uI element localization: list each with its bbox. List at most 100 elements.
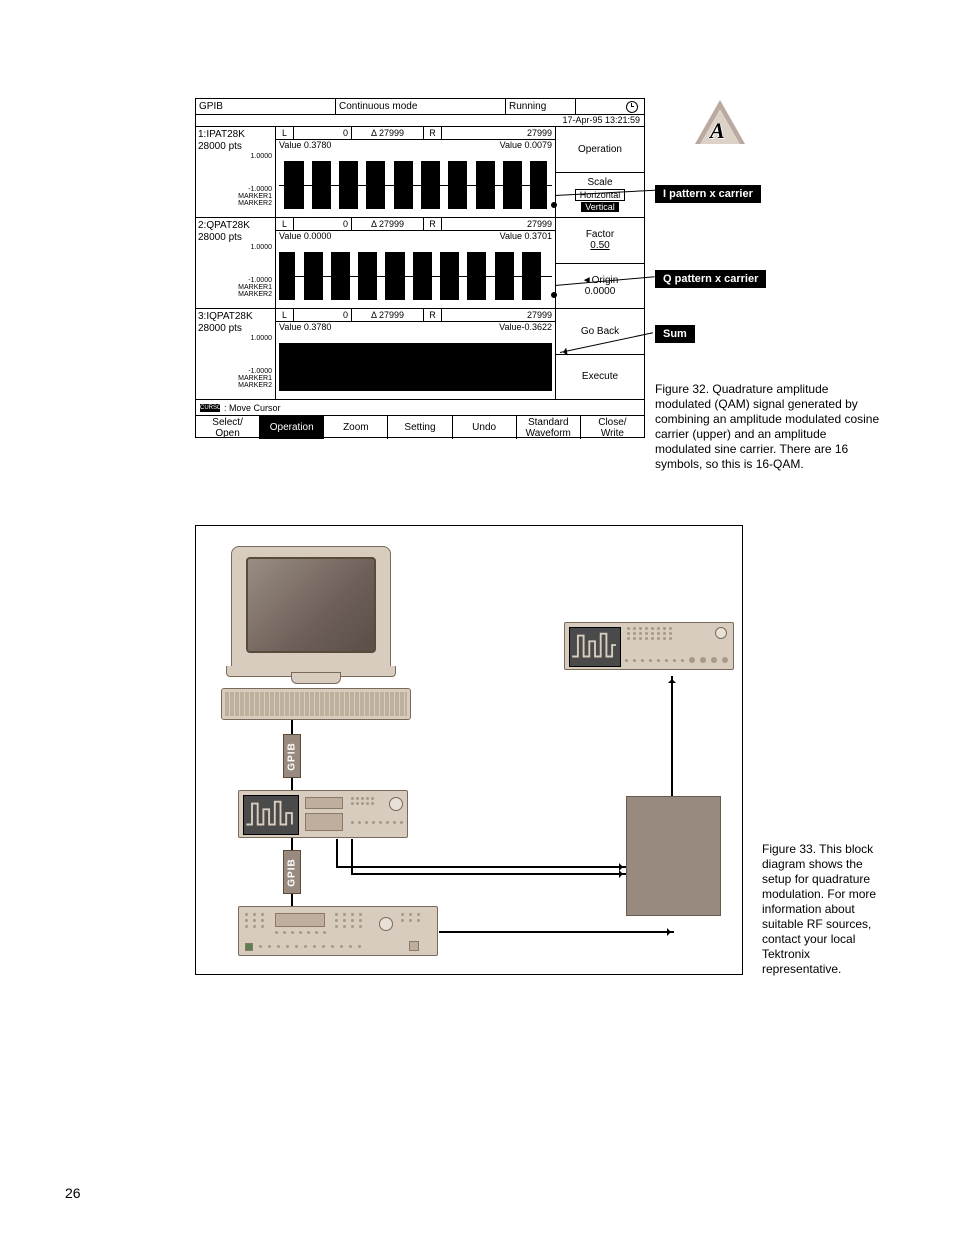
panel-pts: 28000 pts xyxy=(198,323,273,335)
signal-line xyxy=(671,676,673,796)
gpib-connector-1: GPIB xyxy=(283,734,301,778)
clock-icon xyxy=(626,101,638,113)
panel-name: 1:IPAT28K xyxy=(198,129,273,141)
waveform-trace xyxy=(279,343,552,391)
scale-top: 1.0000 xyxy=(200,244,272,251)
value-r: Value-0.3622 xyxy=(496,322,555,335)
scale-top: 1.0000 xyxy=(200,335,272,342)
panel-main: L 0 Δ 27999 R 27999 Value 0.3780 Value 0… xyxy=(276,127,555,217)
label-q-pattern: Q pattern x carrier xyxy=(655,270,766,288)
warning-triangle-letter: A xyxy=(710,118,725,144)
label-sum: Sum xyxy=(655,325,695,343)
panel-pts: 28000 pts xyxy=(198,232,273,244)
value-l: Value 0.3780 xyxy=(276,322,334,335)
r-value: 27999 xyxy=(442,127,555,139)
cursor-icon: CURSOR xyxy=(200,404,220,412)
l-value: 0 xyxy=(294,309,352,321)
signal-line xyxy=(439,931,674,933)
menu-origin-value: 0.0000 xyxy=(585,286,616,297)
panel-main: L 0 Δ 27999 R 27999 Value 0.3780 Value-0… xyxy=(276,309,555,399)
scale-bot: -1.0000 MARKER1 MARKER2 xyxy=(200,277,272,298)
value-r: Value 0.3701 xyxy=(497,231,555,244)
menu-column: Operation Scale Horizontal Vertical Fact… xyxy=(556,127,644,399)
signal-line xyxy=(351,839,353,874)
keyboard-icon xyxy=(221,688,411,720)
signal-line xyxy=(336,839,338,867)
waveform-panel-2: 2:QPAT28K 28000 pts L 0 Δ 27999 R 27999 … xyxy=(196,218,555,309)
topbar-status: Running xyxy=(506,99,576,114)
btn-zoom[interactable]: Zoom xyxy=(324,416,388,439)
menu-vertical-selected[interactable]: Vertical xyxy=(581,202,619,212)
waveform-area: 1.0000 -1.0000 MARKER1 MARKER2 xyxy=(276,335,555,399)
menu-goback[interactable]: Go Back xyxy=(556,309,644,355)
figure-33-caption: Figure 33. This block diagram shows the … xyxy=(762,842,887,977)
value-l: Value 0.0000 xyxy=(276,231,334,244)
topbar-left: GPIB xyxy=(196,99,336,114)
btn-close-write[interactable]: Close/Write xyxy=(581,416,644,439)
bottom-menu: Select/Open Operation Zoom Setting Undo … xyxy=(196,415,644,439)
value-r: Value 0.0079 xyxy=(497,140,555,153)
cable xyxy=(291,838,293,850)
panel-name: 2:QPAT28K xyxy=(198,220,273,232)
waveform-trace xyxy=(279,161,552,209)
l-value: 0 xyxy=(294,218,352,230)
waveform-trace xyxy=(279,252,552,300)
topbar-mode: Continuous mode xyxy=(336,99,506,114)
topbar: GPIB Continuous mode Running xyxy=(196,99,644,115)
btn-operation[interactable]: Operation xyxy=(260,416,324,439)
page-number: 26 xyxy=(65,1185,81,1201)
figure-32-screenshot: GPIB Continuous mode Running 17-Apr-95 1… xyxy=(195,98,645,438)
delta-value: Δ 27999 xyxy=(352,309,424,321)
btn-std-waveform[interactable]: StandardWaveform xyxy=(517,416,581,439)
cursor-hint: CURSOR : Move Cursor xyxy=(196,399,644,415)
panel-pts: 28000 pts xyxy=(198,141,273,153)
instrument-rf-source xyxy=(238,906,438,956)
waveform-panel-3: 3:IQPAT28K 28000 pts L 0 Δ 27999 R 27999… xyxy=(196,309,555,399)
signal-line xyxy=(351,873,626,875)
waveform-panel-1: 1:IPAT28K 28000 pts L 0 Δ 27999 R 27999 … xyxy=(196,127,555,218)
instrument-awg-wide xyxy=(564,622,734,670)
computer-monitor-icon xyxy=(231,546,401,686)
signal-line xyxy=(336,866,626,868)
label-i-pattern: I pattern x carrier xyxy=(655,185,761,203)
scale-bot: -1.0000 MARKER1 MARKER2 xyxy=(200,186,272,207)
pointer-dot-2 xyxy=(551,292,557,298)
menu-scale-label: Scale xyxy=(587,177,612,188)
cable xyxy=(291,894,293,906)
delta-value: Δ 27999 xyxy=(352,127,424,139)
delta-value: Δ 27999 xyxy=(352,218,424,230)
menu-factor-value: 0.50 xyxy=(590,240,609,251)
l-value: 0 xyxy=(294,127,352,139)
waveform-area: 1.0000 -1.0000 MARKER1 MARKER2 xyxy=(276,244,555,308)
btn-select-open[interactable]: Select/Open xyxy=(196,416,260,439)
scale-bot: -1.0000 MARKER1 MARKER2 xyxy=(200,368,272,389)
btn-undo[interactable]: Undo xyxy=(453,416,517,439)
instrument-awg-small xyxy=(238,790,408,838)
figure-33-diagram: GPIB GPIB xyxy=(195,525,743,975)
pointer-dot-1 xyxy=(551,202,557,208)
r-value: 27999 xyxy=(442,309,555,321)
waveform-column: 1:IPAT28K 28000 pts L 0 Δ 27999 R 27999 … xyxy=(196,127,556,399)
menu-factor[interactable]: Factor 0.50 xyxy=(556,218,644,264)
menu-origin[interactable]: ◄Origin 0.0000 xyxy=(556,264,644,310)
scale-top: 1.0000 xyxy=(200,153,272,160)
panel-name: 3:IQPAT28K xyxy=(198,311,273,323)
document-page: GPIB Continuous mode Running 17-Apr-95 1… xyxy=(0,0,954,1235)
fig32-body: 1:IPAT28K 28000 pts L 0 Δ 27999 R 27999 … xyxy=(196,127,644,399)
btn-setting[interactable]: Setting xyxy=(388,416,452,439)
datetime: 17-Apr-95 13:21:59 xyxy=(196,115,644,127)
panel-main: L 0 Δ 27999 R 27999 Value 0.0000 Value 0… xyxy=(276,218,555,308)
waveform-area: 1.0000 -1.0000 MARKER1 MARKER2 xyxy=(276,153,555,217)
value-l: Value 0.3780 xyxy=(276,140,334,153)
menu-factor-label: Factor xyxy=(586,229,614,240)
cursor-text: : Move Cursor xyxy=(224,403,281,413)
gpib-connector-2: GPIB xyxy=(283,850,301,894)
cable xyxy=(291,720,293,734)
mixer-block xyxy=(626,796,721,916)
menu-execute[interactable]: Execute xyxy=(556,355,644,400)
cable xyxy=(291,778,293,790)
r-value: 27999 xyxy=(442,218,555,230)
topbar-clock xyxy=(576,99,644,114)
figure-32-caption: Figure 32. Quadrature amplitude modulate… xyxy=(655,382,885,472)
menu-operation[interactable]: Operation xyxy=(556,127,644,173)
